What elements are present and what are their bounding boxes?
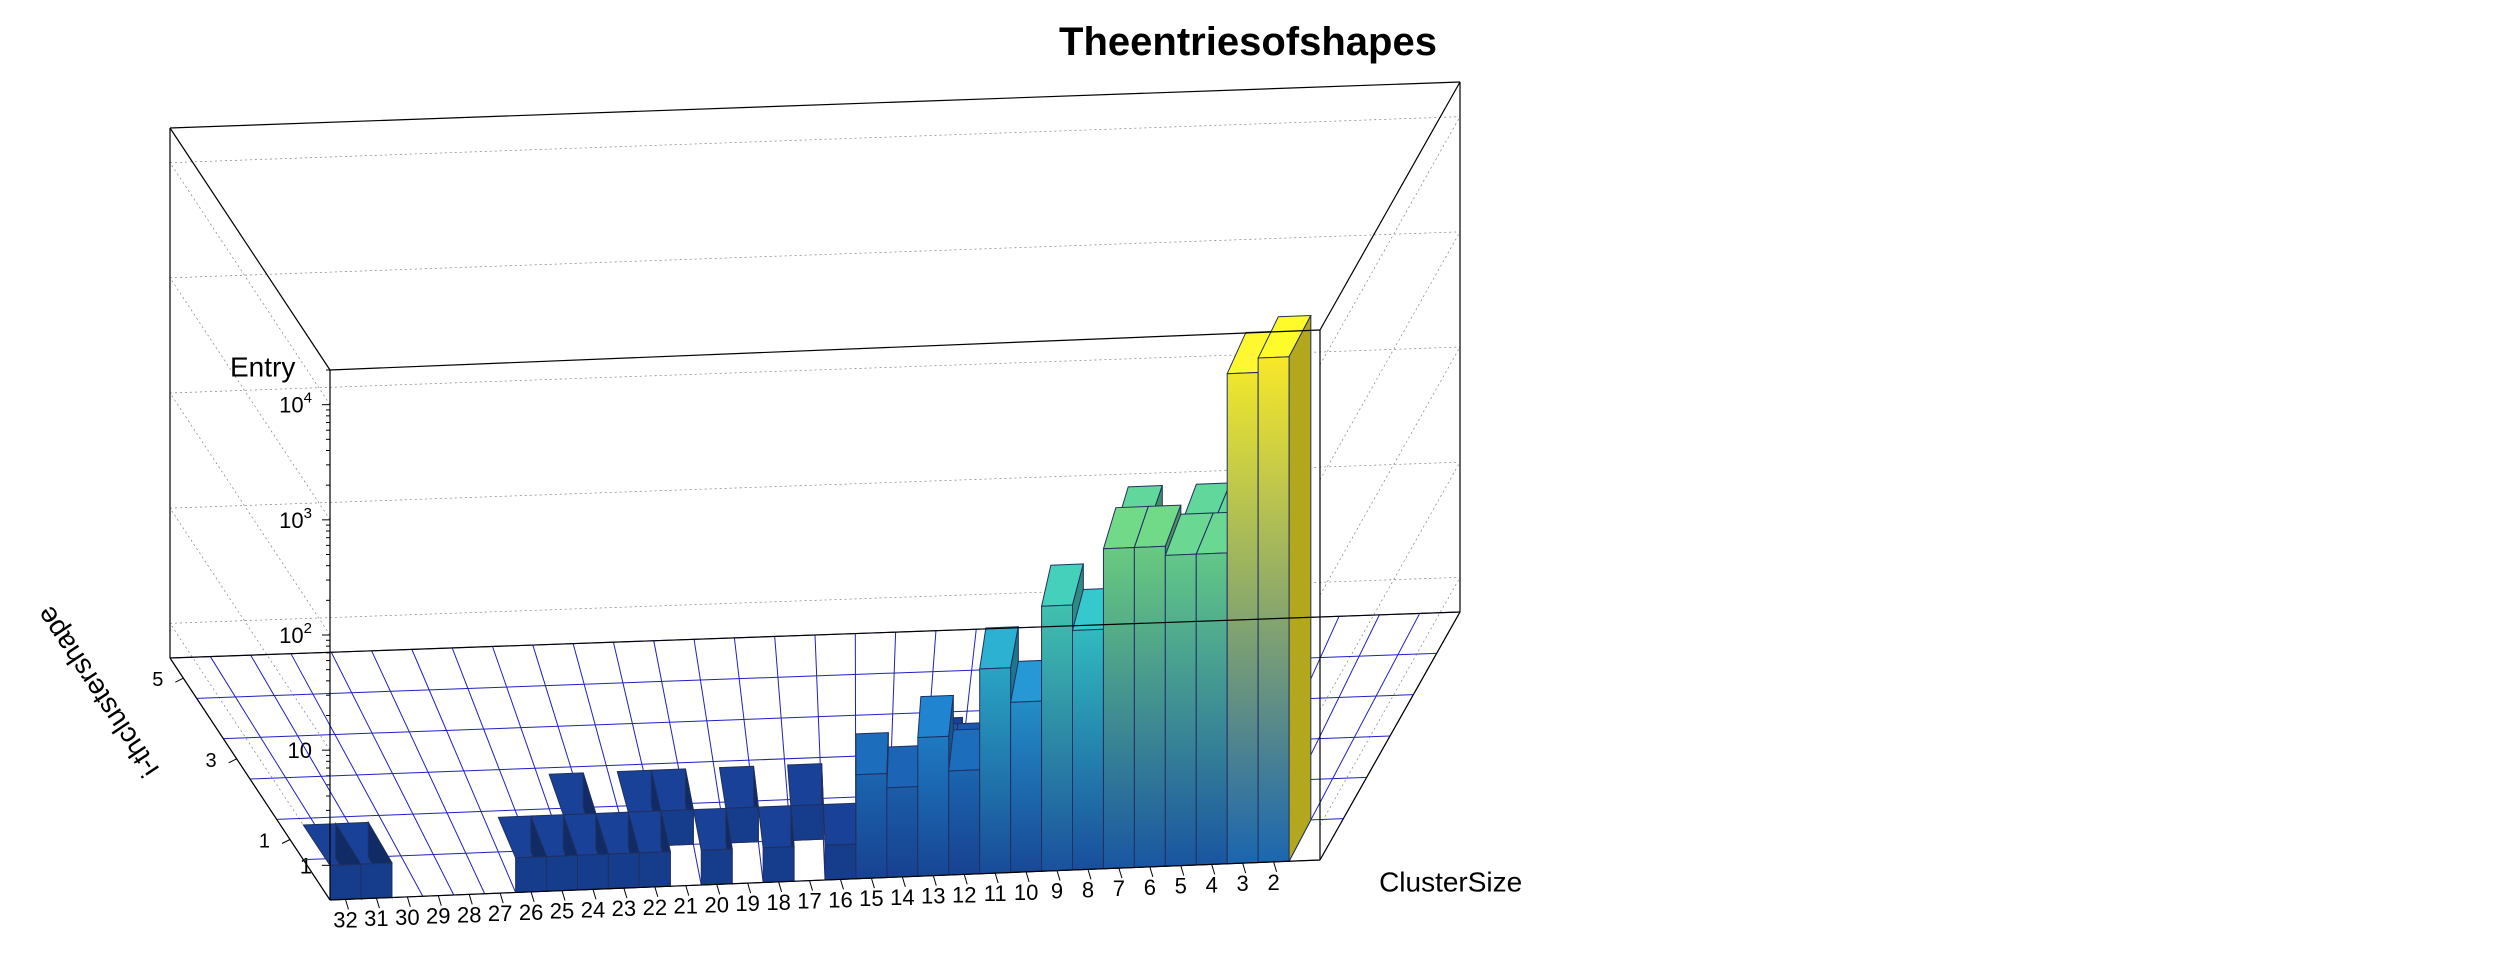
x-tick-label: 28 bbox=[457, 902, 481, 927]
bar-front bbox=[1011, 701, 1042, 872]
x-tick-label: 17 bbox=[797, 889, 821, 914]
z-tick-label: 10 bbox=[288, 738, 312, 763]
bar-front bbox=[1227, 372, 1258, 863]
x-tick-label: 23 bbox=[612, 896, 636, 921]
x-tick-label: 21 bbox=[674, 894, 698, 919]
bar-top bbox=[887, 746, 921, 788]
bar-front bbox=[361, 863, 392, 899]
bar-front bbox=[1073, 629, 1104, 870]
box-edge bbox=[170, 82, 1460, 128]
box-edge bbox=[170, 128, 330, 370]
chart-svg: 110102103104Entry23456789101112131415161… bbox=[0, 0, 2496, 972]
x-axis-label: ClusterSize bbox=[1379, 866, 1522, 897]
y-tick bbox=[229, 759, 237, 763]
x-tick-label: 27 bbox=[488, 901, 512, 926]
bar-front bbox=[763, 847, 794, 883]
bar-front bbox=[639, 852, 670, 888]
bar-front bbox=[1196, 553, 1227, 865]
z-tick-label: 103 bbox=[279, 505, 312, 533]
z-gridline bbox=[1320, 462, 1460, 710]
x-tick-label: 26 bbox=[519, 900, 543, 925]
x-tick-label: 7 bbox=[1113, 876, 1125, 901]
bar-top bbox=[823, 803, 856, 845]
y-tick-label: 1 bbox=[259, 831, 270, 853]
x-tick-label: 4 bbox=[1206, 872, 1218, 897]
x-tick-label: 8 bbox=[1082, 877, 1094, 902]
z-tick-label: 102 bbox=[279, 620, 312, 648]
x-tick-label: 10 bbox=[1014, 880, 1038, 905]
bar-front bbox=[1042, 605, 1073, 871]
bar-front bbox=[949, 770, 980, 875]
y-tick bbox=[175, 678, 183, 682]
x-tick-label: 16 bbox=[828, 887, 852, 912]
y-tick bbox=[282, 840, 290, 844]
x-tick-label: 6 bbox=[1144, 875, 1156, 900]
bar-front bbox=[330, 864, 361, 900]
x-tick-label: 22 bbox=[643, 895, 667, 920]
bar-front bbox=[1134, 546, 1165, 867]
x-tick-label: 13 bbox=[921, 884, 945, 909]
bar-front bbox=[918, 736, 949, 876]
bar-front bbox=[608, 853, 639, 889]
z-gridline bbox=[1320, 117, 1460, 365]
y-tick-label: 3 bbox=[206, 750, 217, 772]
bar-front bbox=[547, 855, 578, 891]
x-tick-label: 5 bbox=[1175, 874, 1187, 899]
bar-right bbox=[1289, 315, 1311, 861]
y-axis-label: i-thclustershape bbox=[30, 601, 165, 783]
bar-top bbox=[918, 695, 954, 737]
bar-front bbox=[980, 668, 1011, 874]
bar-front bbox=[1103, 548, 1134, 869]
x-tick-label: 19 bbox=[735, 891, 759, 916]
bar-front bbox=[1258, 357, 1289, 863]
x-tick-label: 32 bbox=[333, 907, 357, 932]
bar-front bbox=[887, 787, 918, 878]
y-tick-label: 5 bbox=[152, 669, 163, 691]
x-tick-label: 9 bbox=[1051, 879, 1063, 904]
x-tick-label: 14 bbox=[890, 885, 914, 910]
z-gridline bbox=[1320, 232, 1460, 480]
x-tick-label: 2 bbox=[1267, 870, 1279, 895]
x-tick-label: 12 bbox=[952, 882, 976, 907]
box-edge bbox=[330, 330, 1320, 370]
z-gridline bbox=[170, 117, 1460, 163]
x-tick-label: 15 bbox=[859, 886, 883, 911]
x-tick-label: 20 bbox=[704, 892, 728, 917]
x-tick-label: 3 bbox=[1237, 871, 1249, 896]
bar-top bbox=[719, 766, 758, 808]
x-tick-label: 24 bbox=[581, 897, 605, 922]
z-tick-label: 104 bbox=[279, 390, 312, 418]
bar-front bbox=[856, 773, 887, 878]
x-tick-label: 29 bbox=[426, 904, 450, 929]
x-tick-label: 11 bbox=[984, 881, 1007, 906]
x-tick-label: 25 bbox=[550, 899, 574, 924]
x-tick-label: 30 bbox=[395, 905, 419, 930]
box-edge bbox=[1320, 612, 1460, 860]
bar-front bbox=[516, 857, 547, 893]
bar-front bbox=[701, 849, 732, 885]
bar-front bbox=[578, 854, 609, 890]
bar-front bbox=[825, 844, 856, 880]
z-axis-label: Entry bbox=[230, 352, 295, 383]
x-tick-label: 18 bbox=[766, 890, 790, 915]
bar-top bbox=[856, 733, 889, 775]
z-gridline bbox=[170, 232, 1460, 278]
z-gridline bbox=[1320, 347, 1460, 595]
x-tick-label: 31 bbox=[364, 906, 388, 931]
bar-top bbox=[758, 806, 794, 848]
bar-front bbox=[1165, 554, 1196, 866]
bar-top bbox=[788, 764, 824, 806]
chart-container: Theentriesofshapes 110102103104Entry2345… bbox=[0, 0, 2496, 972]
bar-front bbox=[791, 804, 824, 840]
